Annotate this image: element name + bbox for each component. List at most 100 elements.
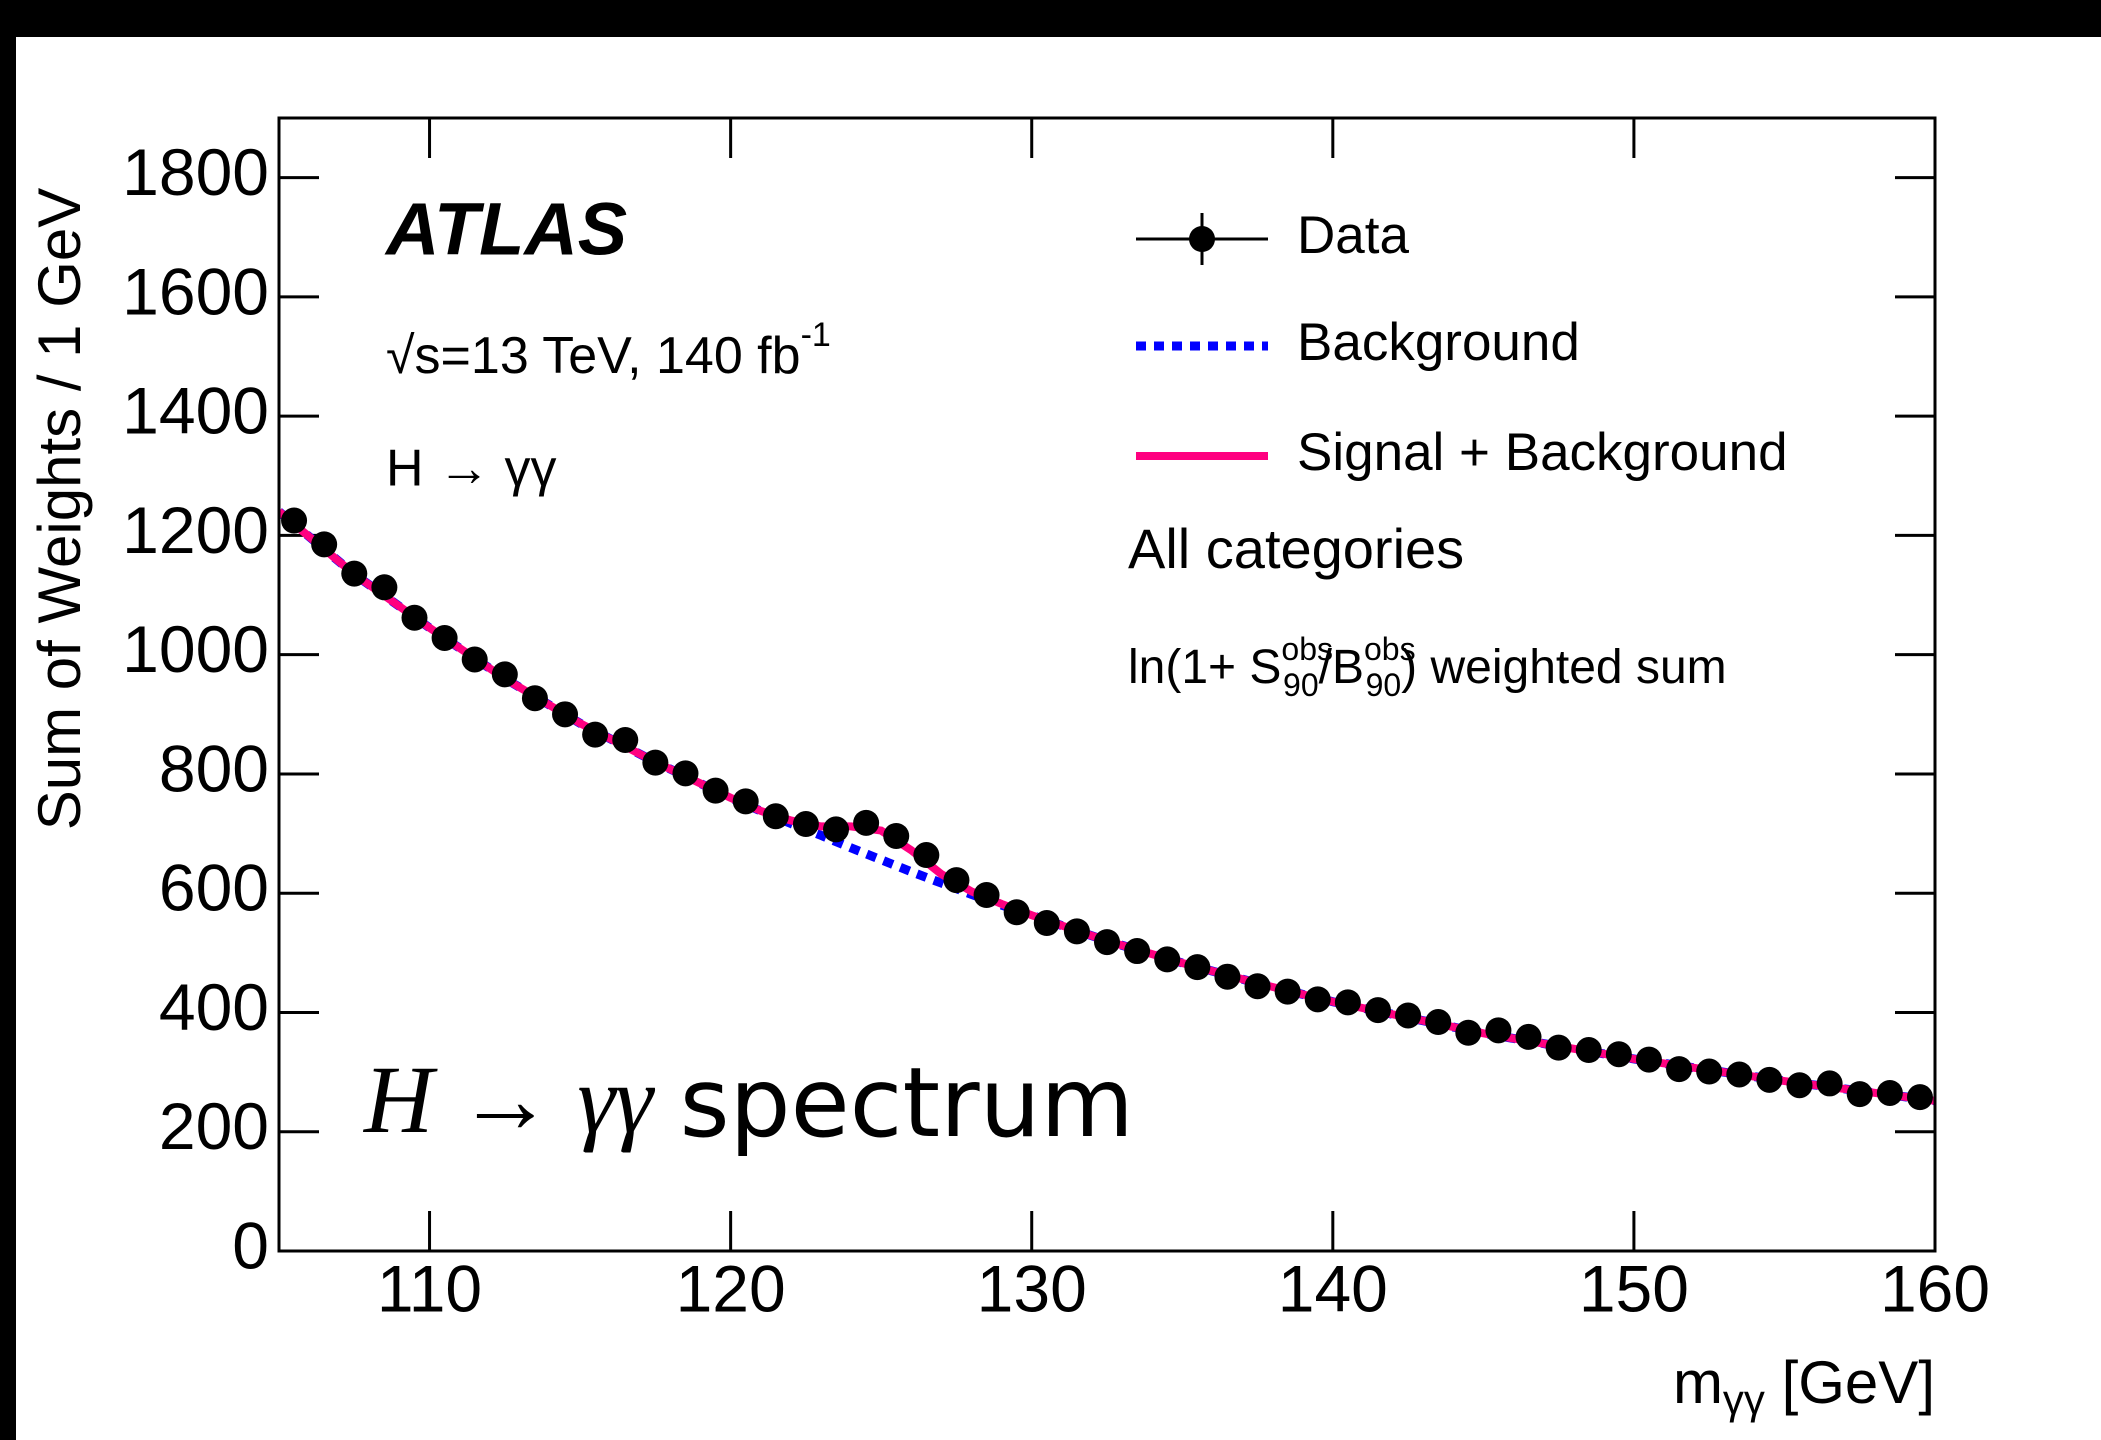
data-point bbox=[1485, 1017, 1512, 1044]
data-point bbox=[792, 811, 819, 838]
data-point bbox=[1876, 1079, 1903, 1106]
data-point bbox=[823, 816, 850, 843]
legend-label: Data bbox=[1297, 206, 1409, 265]
overlay-label: H → γγ spectrum bbox=[362, 1046, 1134, 1159]
x-label-main: m bbox=[1673, 1349, 1723, 1416]
data-point bbox=[913, 842, 940, 869]
data-point bbox=[1455, 1019, 1482, 1046]
w-post: ) weighted sum bbox=[1401, 641, 1726, 694]
weighting-label: ln(1+ Sobs 90/Bobs 90) weighted sum bbox=[1128, 631, 1727, 703]
curve bbox=[279, 508, 1935, 1105]
data-point bbox=[1124, 938, 1151, 965]
data-point bbox=[281, 507, 308, 534]
data-point bbox=[1726, 1061, 1753, 1088]
data-point bbox=[1605, 1041, 1632, 1068]
y-tick-label: 1800 bbox=[122, 135, 269, 209]
legend-label: Signal + Background bbox=[1297, 423, 1788, 482]
data-point bbox=[1515, 1023, 1542, 1050]
data-point bbox=[1154, 946, 1181, 973]
y-tick-label: 1000 bbox=[122, 612, 269, 686]
y-tick-label: 1200 bbox=[122, 493, 269, 567]
data-point bbox=[461, 646, 488, 673]
data-point bbox=[401, 604, 428, 631]
canvas bbox=[16, 37, 2101, 1440]
plot: 110 120 130 140 150 1600200400600800100012001… bbox=[122, 116, 1990, 1325]
data-point bbox=[1214, 963, 1241, 990]
data-point bbox=[1274, 978, 1301, 1005]
data-point bbox=[1696, 1058, 1723, 1085]
data-point bbox=[1635, 1046, 1662, 1073]
x-tick-label: 160 bbox=[1880, 1251, 1990, 1325]
data-point bbox=[1425, 1009, 1452, 1036]
data-point bbox=[702, 777, 729, 804]
data-point bbox=[582, 721, 609, 748]
data-point bbox=[672, 760, 699, 787]
w-mid: /B bbox=[1319, 641, 1364, 694]
data-point bbox=[1094, 929, 1120, 956]
x-label-sub: γγ bbox=[1723, 1376, 1765, 1423]
data-point bbox=[1304, 986, 1331, 1013]
legend-marker bbox=[1189, 226, 1215, 252]
x-axis-label: mγγ [GeV] bbox=[1673, 1349, 1935, 1423]
x-tick-label: 140 bbox=[1278, 1251, 1388, 1325]
data-point bbox=[1184, 954, 1211, 981]
energy-sup: -1 bbox=[801, 316, 831, 354]
data-point bbox=[491, 661, 518, 688]
y-tick-label: 600 bbox=[159, 851, 269, 925]
data-point bbox=[311, 531, 338, 558]
data-point bbox=[1575, 1037, 1602, 1064]
data-point bbox=[1906, 1084, 1933, 1111]
y-tick-label: 200 bbox=[159, 1089, 269, 1163]
data-point bbox=[1786, 1072, 1813, 1099]
data-point bbox=[1244, 973, 1271, 1000]
data-point bbox=[1816, 1070, 1843, 1097]
x-tick-label: 110 bbox=[377, 1251, 482, 1325]
x-tick-label: 150 bbox=[1579, 1251, 1689, 1325]
data-point bbox=[521, 685, 548, 712]
y-tick-label: 0 bbox=[232, 1208, 269, 1282]
w-b-sub: 90 bbox=[1366, 667, 1402, 703]
energy-label: √s=13 TeV, 140 fb-1 bbox=[386, 316, 831, 385]
overlay-word: spectrum bbox=[680, 1047, 1134, 1159]
data-point bbox=[1756, 1066, 1783, 1093]
data-point bbox=[732, 788, 759, 815]
data-point bbox=[1364, 997, 1391, 1024]
data-point bbox=[1395, 1002, 1422, 1029]
data-point bbox=[642, 749, 669, 776]
data-point bbox=[943, 867, 970, 894]
category-label: All categories bbox=[1128, 517, 1464, 580]
data-point bbox=[973, 881, 1000, 908]
y-tick-label: 800 bbox=[159, 731, 269, 805]
data-point bbox=[341, 560, 368, 587]
experiment-label: ATLAS bbox=[384, 188, 627, 271]
y-tick-label: 400 bbox=[159, 970, 269, 1044]
w-s-sup: obs bbox=[1281, 631, 1333, 667]
w-pre: ln(1+ S bbox=[1128, 641, 1281, 694]
y-tick-label: 1400 bbox=[122, 374, 269, 448]
data-point bbox=[612, 726, 639, 753]
legend-label: Background bbox=[1297, 313, 1580, 372]
data-point bbox=[1033, 910, 1060, 937]
channel-label: H → γγ bbox=[386, 440, 556, 498]
data-point bbox=[371, 574, 398, 601]
data-point bbox=[1334, 989, 1361, 1016]
data-point bbox=[1666, 1056, 1693, 1083]
energy-text: √s=13 TeV, 140 fb bbox=[386, 327, 801, 385]
y-tick-label: 1600 bbox=[122, 254, 269, 328]
x-label-unit: [GeV] bbox=[1782, 1349, 1935, 1416]
data-point bbox=[762, 803, 789, 830]
data-point bbox=[883, 822, 910, 849]
overlay-math: H → γγ bbox=[362, 1046, 655, 1153]
data-point bbox=[1003, 899, 1030, 926]
data-point bbox=[552, 701, 579, 728]
frame bbox=[277, 116, 1937, 1253]
data-point bbox=[1545, 1034, 1572, 1061]
w-s-sub: 90 bbox=[1283, 667, 1319, 703]
x-tick-label: 120 bbox=[676, 1251, 786, 1325]
data-point bbox=[853, 809, 880, 836]
data-point bbox=[431, 624, 458, 651]
w-b-sup: obs bbox=[1364, 631, 1416, 667]
y-axis-label: Sum of Weights / 1 GeV bbox=[26, 188, 93, 831]
